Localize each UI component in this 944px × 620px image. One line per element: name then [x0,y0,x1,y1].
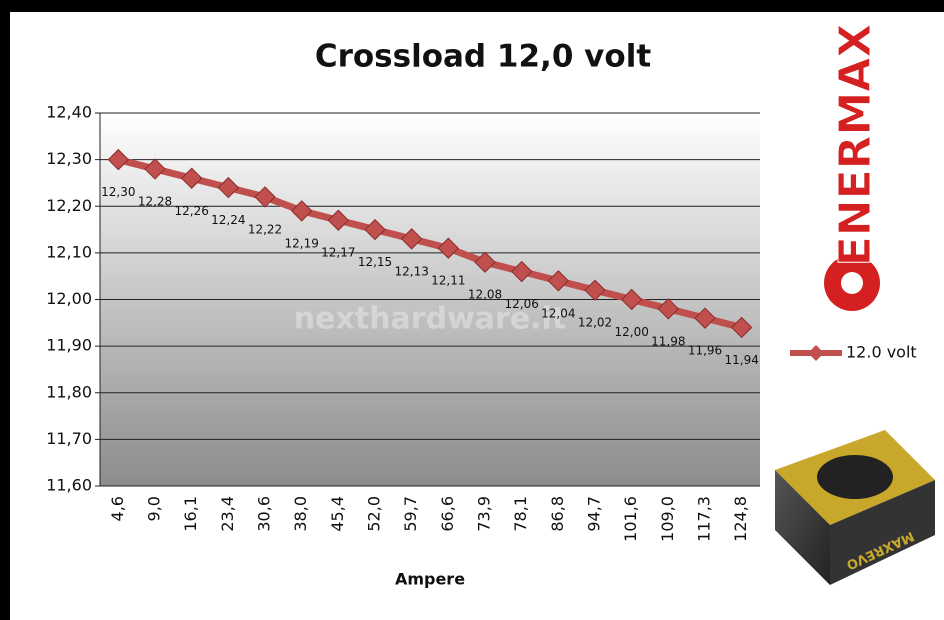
x-tick-label: 109,0 [658,496,677,542]
y-tick-label: 11,90 [46,336,92,355]
x-tick-label: 66,6 [438,496,457,532]
data-label: 12,15 [358,255,392,269]
y-tick-label: 12,10 [46,242,92,261]
legend-label: 12.0 volt [846,343,917,362]
data-label: 12,22 [248,222,282,236]
x-tick-label: 52,0 [365,496,384,532]
chart-title: Crossload 12,0 volt [315,39,651,75]
data-label: 12,17 [321,246,355,260]
x-axis-title: Ampere [395,570,465,589]
data-label: 11,98 [651,334,685,348]
x-tick-label: 23,4 [218,496,237,532]
y-tick-label: 12,40 [46,103,92,122]
y-tick-label: 12,30 [46,149,92,168]
data-label: 12,04 [541,306,575,320]
data-label: 12,26 [174,204,208,218]
data-label: 12,24 [211,213,245,227]
data-label: 12,08 [468,288,502,302]
data-label: 12,30 [101,185,135,199]
y-tick-label: 12,20 [46,196,92,215]
x-tick-label: 59,7 [401,496,420,532]
data-label: 12,19 [284,236,318,250]
x-tick-label: 30,6 [255,496,274,532]
x-tick-label: 38,0 [291,496,310,532]
y-tick-label: 11,60 [46,476,92,495]
x-tick-label: 101,6 [621,496,640,542]
x-tick-label: 16,1 [181,496,200,532]
y-tick-label: 11,70 [46,429,92,448]
data-label: 12,13 [394,264,428,278]
logo-gear-hole [841,272,863,294]
brand-logo: ENERMAX [824,24,881,311]
data-label: 12,02 [578,316,612,330]
x-tick-label: 45,4 [328,496,347,532]
data-label: 12,28 [138,194,172,208]
psu-fan [817,455,893,499]
data-label: 12,11 [431,274,465,288]
y-tick-label: 12,00 [46,289,92,308]
y-tick-label: 11,80 [46,382,92,401]
data-label: 11,96 [688,344,722,358]
x-tick-label: 117,3 [695,496,714,542]
data-label: 12,00 [614,325,648,339]
data-label: 12,06 [504,297,538,311]
chart: Crossload 12,0 volt Ampere nexthardware.… [0,0,944,620]
brand-text: ENERMAX [830,24,881,267]
x-tick-label: 78,1 [511,496,530,532]
x-tick-label: 124,8 [731,496,750,542]
data-label: 11,94 [724,353,758,367]
x-tick-label: 86,8 [548,496,567,532]
x-tick-label: 73,9 [475,496,494,532]
x-tick-label: 94,7 [585,496,604,532]
x-tick-label: 4,6 [108,496,127,521]
x-tick-label: 9,0 [145,496,164,521]
